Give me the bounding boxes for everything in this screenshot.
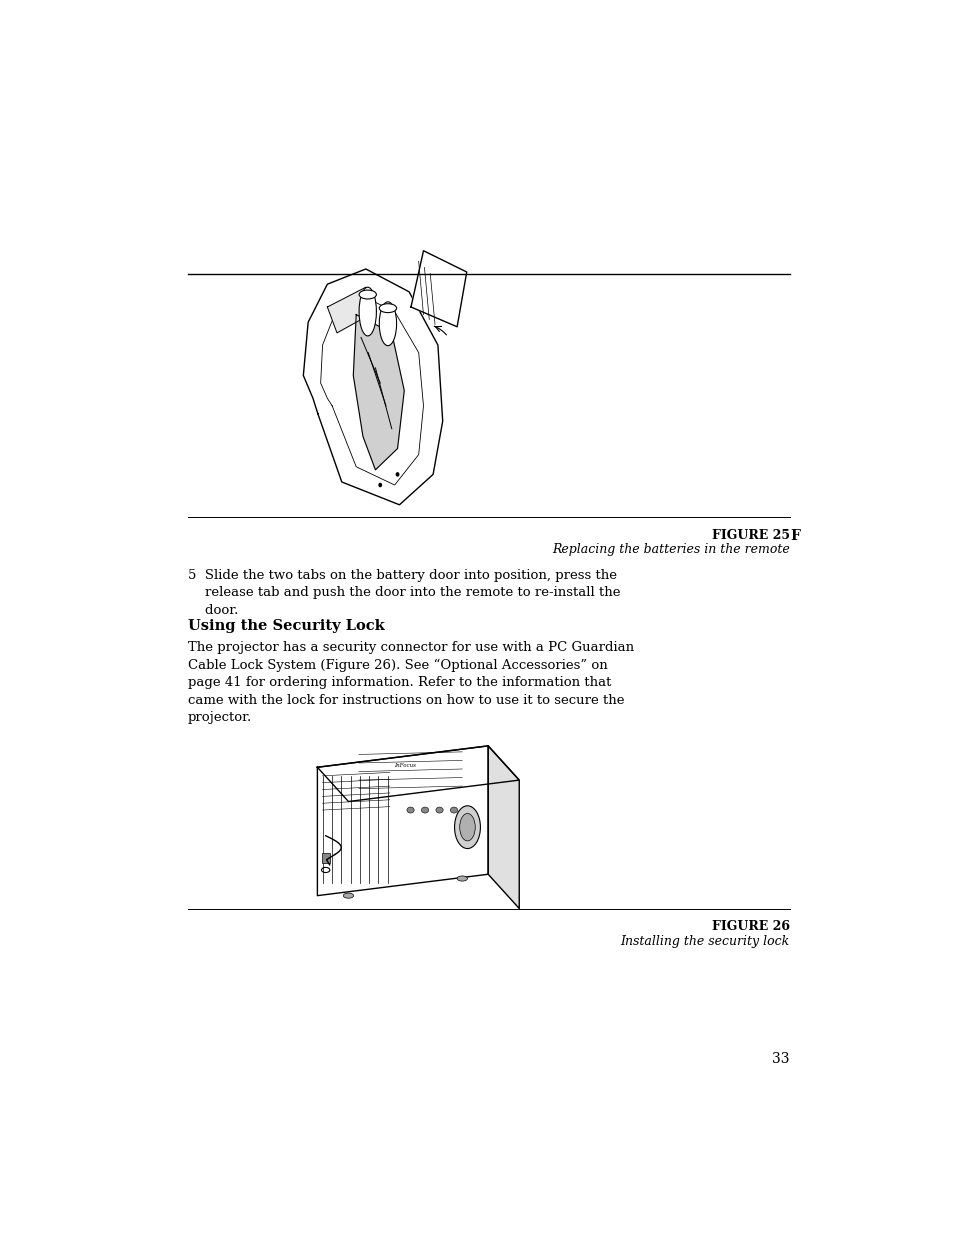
Ellipse shape [379, 301, 396, 346]
Ellipse shape [421, 806, 428, 813]
Ellipse shape [358, 288, 376, 336]
Polygon shape [327, 288, 375, 333]
Text: Using the Security Lock: Using the Security Lock [188, 619, 384, 632]
Polygon shape [353, 315, 404, 469]
Polygon shape [317, 746, 488, 895]
Ellipse shape [407, 806, 414, 813]
Text: Installing the security lock: Installing the security lock [620, 935, 789, 947]
Text: door.: door. [188, 604, 238, 616]
Text: InFocus: InFocus [394, 763, 416, 768]
Ellipse shape [379, 304, 396, 312]
Text: Cable Lock System (Figure 26). See “Optional Accessories” on: Cable Lock System (Figure 26). See “Opti… [188, 658, 607, 672]
Text: release tab and push the door into the remote to re-install the: release tab and push the door into the r… [188, 587, 619, 599]
Ellipse shape [343, 893, 354, 898]
Ellipse shape [358, 290, 376, 299]
Ellipse shape [454, 805, 480, 848]
Polygon shape [303, 269, 442, 505]
Text: Replacing the batteries in the remote: Replacing the batteries in the remote [552, 543, 789, 556]
Text: 33: 33 [772, 1052, 789, 1066]
Text: came with the lock for instructions on how to use it to secure the: came with the lock for instructions on h… [188, 694, 624, 706]
Text: F: F [789, 529, 799, 542]
Ellipse shape [450, 806, 457, 813]
Text: FIGURE 26: FIGURE 26 [711, 920, 789, 934]
Text: projector.: projector. [188, 711, 252, 724]
Text: 5  Slide the two tabs on the battery door into position, press the: 5 Slide the two tabs on the battery door… [188, 568, 617, 582]
Text: page 41 for ordering information. Refer to the information that: page 41 for ordering information. Refer … [188, 676, 611, 689]
Ellipse shape [459, 814, 475, 841]
Polygon shape [488, 746, 518, 909]
Bar [321, 853, 330, 863]
Ellipse shape [395, 472, 399, 477]
Ellipse shape [378, 483, 382, 488]
Ellipse shape [436, 806, 443, 813]
Text: FIGURE 25: FIGURE 25 [711, 529, 789, 542]
Ellipse shape [456, 876, 467, 881]
Polygon shape [411, 251, 466, 327]
Polygon shape [317, 746, 518, 802]
Text: The projector has a security connector for use with a PC Guardian: The projector has a security connector f… [188, 641, 634, 653]
